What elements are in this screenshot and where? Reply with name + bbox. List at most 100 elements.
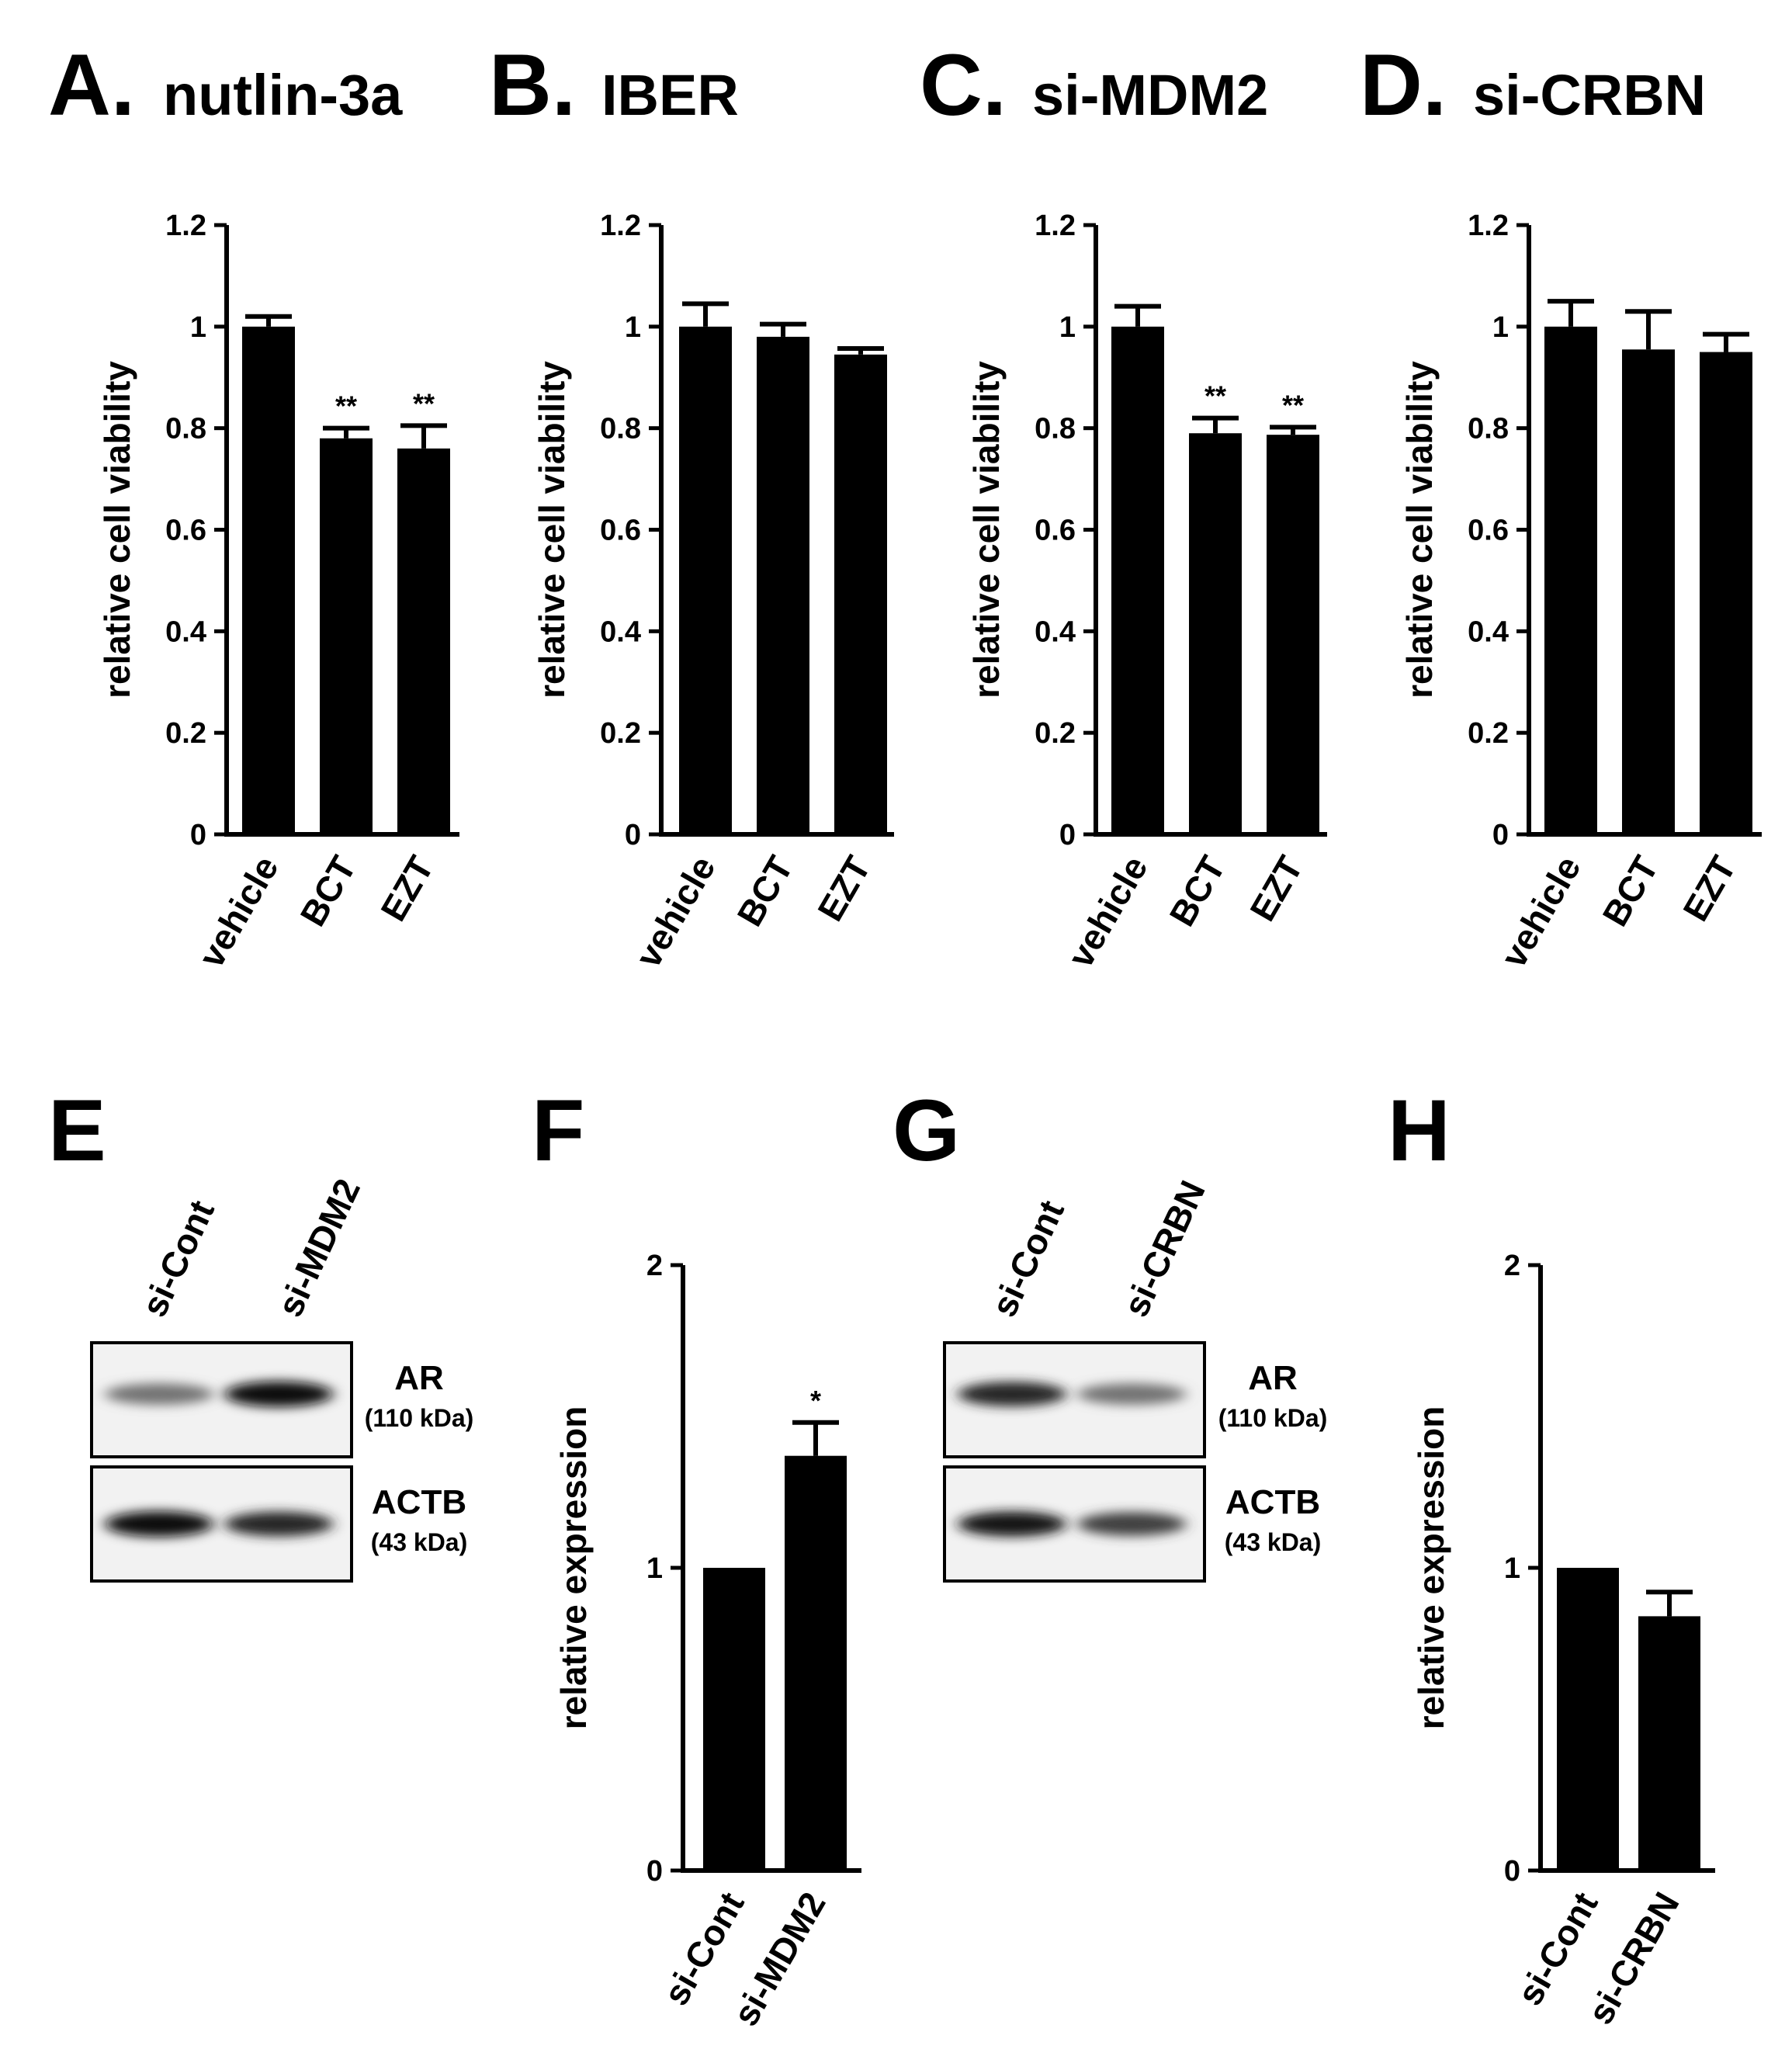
- y-tick-label: 2: [1504, 1250, 1520, 1282]
- category-label: vehicle: [1060, 849, 1156, 974]
- category-label: EZT: [1675, 849, 1743, 927]
- y-tick-label: 0.8: [1035, 413, 1076, 446]
- lane-label: si-Cont: [983, 1194, 1072, 1323]
- significance-mark: **: [413, 387, 435, 419]
- category-label: BCT: [292, 849, 363, 933]
- y-tick-label: 0: [646, 1855, 663, 1888]
- y-tick-label: 0.2: [1035, 717, 1076, 750]
- panel-letter: A.: [48, 36, 135, 133]
- chart-title: nutlin-3a: [163, 63, 403, 127]
- blot-band: [105, 1510, 214, 1538]
- y-tick-label: 0.4: [600, 615, 641, 648]
- chart-panel-c: C. si-MDM2 0 0.2 0.4 0.6 0.8 1 1.2 relative cell …: [920, 36, 1327, 974]
- protein-size-label: (43 kDa): [1225, 1528, 1322, 1556]
- y-tick-label: 0.6: [165, 515, 206, 547]
- y-tick-label: 1: [1059, 311, 1076, 344]
- bar-vehicle: [1544, 326, 1597, 834]
- bar-ezt: [834, 354, 887, 834]
- y-tick-label: 0.6: [1468, 515, 1509, 547]
- category-label: BCT: [1594, 849, 1665, 933]
- y-tick-label: 0: [1059, 819, 1076, 851]
- chart-panel-a: A. nutlin-3a 0 0.2 0.4 0.6 0.8 1 1.2 relative cel…: [48, 36, 459, 974]
- lane-label: si-Cont: [133, 1194, 222, 1323]
- protein-size-label: (110 kDa): [1218, 1404, 1328, 1432]
- category-label: vehicle: [1493, 849, 1589, 974]
- y-tick-label: 0.8: [165, 413, 206, 446]
- y-axis-label: relative expression: [553, 1406, 594, 1730]
- bar-bct: [1622, 349, 1675, 834]
- significance-mark: **: [1204, 380, 1226, 412]
- y-tick-label: 0: [1504, 1855, 1520, 1888]
- category-label: EZT: [1242, 849, 1310, 927]
- protein-label: ACTB: [372, 1483, 466, 1521]
- panel-letter: B.: [489, 36, 576, 133]
- lane-label: si-CRBN: [1115, 1174, 1213, 1323]
- blot-band: [958, 1511, 1067, 1537]
- panel-letter: G: [893, 1082, 960, 1179]
- category-label: BCT: [729, 849, 800, 933]
- significance-mark: *: [810, 1385, 821, 1416]
- y-tick-label: 1.2: [600, 210, 641, 242]
- panel-letter: H: [1388, 1082, 1451, 1179]
- panel-letter: D.: [1360, 36, 1447, 133]
- blot-band: [224, 1381, 334, 1407]
- blot-row-ar: AR (110 kDa): [943, 1341, 1328, 1458]
- y-tick-label: 0.2: [165, 717, 206, 750]
- bar-ezt: [1700, 352, 1752, 835]
- y-tick-label: 0.6: [1035, 515, 1076, 547]
- y-axis-label: relative cell viability: [1399, 361, 1440, 699]
- category-label: EZT: [373, 849, 441, 927]
- y-tick-label: 0.2: [1468, 717, 1509, 750]
- y-axis-label: relative cell viability: [97, 361, 137, 699]
- category-label: vehicle: [191, 849, 286, 974]
- bar-vehicle: [1111, 326, 1164, 834]
- category-label: EZT: [809, 849, 878, 927]
- y-tick-label: 0: [625, 819, 641, 851]
- y-tick-label: 0.4: [165, 615, 206, 648]
- protein-label: ACTB: [1225, 1483, 1320, 1521]
- blot-panel-g: Gsi-Cont si-CRBN AR (110 kDa) ACTB (43 kDa): [893, 1082, 1328, 1583]
- y-tick-label: 1: [1492, 311, 1509, 344]
- y-tick-label: 1.2: [1035, 210, 1076, 242]
- blot-row-ar: AR (110 kDa): [90, 1341, 474, 1458]
- y-tick-label: 1: [1504, 1552, 1520, 1585]
- bar-si-cont: [703, 1568, 765, 1871]
- y-tick-label: 0.8: [600, 413, 641, 446]
- y-tick-label: 0.8: [1468, 413, 1509, 446]
- lane-label: si-MDM2: [269, 1173, 368, 1323]
- y-axis-label: relative cell viability: [532, 361, 572, 699]
- y-tick-label: 1.2: [165, 210, 206, 242]
- y-tick-label: 1.2: [1468, 210, 1509, 242]
- protein-size-label: (110 kDa): [365, 1404, 474, 1432]
- y-tick-label: 0: [190, 819, 206, 851]
- blot-panel-e: Esi-Cont si-MDM2 AR (110 kDa) ACTB (43 kDa): [48, 1082, 474, 1583]
- y-tick-label: 0.4: [1035, 615, 1076, 648]
- bar-bct: [1189, 433, 1242, 834]
- blot-row-actb: ACTB (43 kDa): [943, 1465, 1322, 1583]
- panel-letter: C.: [920, 36, 1007, 133]
- bar-si-mdm2: [785, 1455, 847, 1871]
- bar-ezt: [1267, 435, 1319, 834]
- y-axis-label: relative expression: [1411, 1406, 1451, 1730]
- blot-row-actb: ACTB (43 kDa): [90, 1465, 467, 1583]
- bar-bct: [320, 438, 373, 834]
- blot-band: [1077, 1512, 1187, 1536]
- chart-panel-d: D. si-CRBN 0 0.2 0.4 0.6 0.8 1 1.2 relative cell …: [1360, 36, 1762, 974]
- bar-ezt: [397, 448, 450, 834]
- y-tick-label: 0: [1492, 819, 1509, 851]
- protein-label: AR: [1248, 1359, 1298, 1397]
- blot-band: [224, 1511, 334, 1537]
- blot-band: [1077, 1383, 1187, 1405]
- y-tick-label: 0.2: [600, 717, 641, 750]
- significance-mark: **: [335, 390, 357, 422]
- blot-band: [105, 1383, 214, 1405]
- significance-mark: **: [1282, 389, 1304, 421]
- category-label: BCT: [1161, 849, 1232, 933]
- y-axis-label: relative cell viability: [966, 361, 1007, 699]
- bar-vehicle: [679, 326, 732, 834]
- chart-title: IBER: [601, 63, 739, 127]
- y-tick-label: 1: [625, 311, 641, 344]
- y-tick-label: 1: [190, 311, 206, 344]
